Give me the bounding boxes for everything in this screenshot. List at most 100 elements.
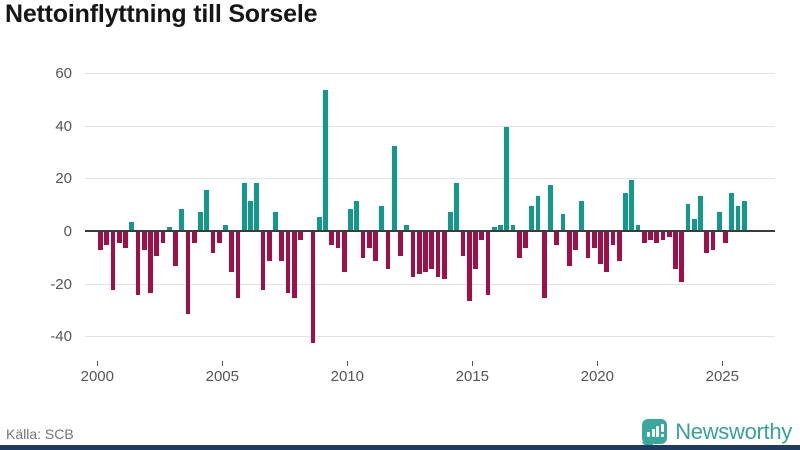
bar xyxy=(104,232,110,246)
bar xyxy=(491,227,497,230)
bar xyxy=(129,222,135,230)
gridline xyxy=(85,72,775,74)
bar xyxy=(635,224,641,230)
bar xyxy=(354,201,360,230)
bar xyxy=(666,232,672,238)
bar xyxy=(179,208,185,230)
bar xyxy=(660,232,666,240)
bar xyxy=(385,232,391,269)
bar xyxy=(516,232,522,259)
bar xyxy=(210,232,216,254)
bar xyxy=(604,232,610,272)
bar xyxy=(160,232,166,243)
bar xyxy=(448,211,453,230)
x-tick xyxy=(222,361,224,366)
bar xyxy=(223,224,228,230)
bar xyxy=(379,206,385,230)
bar xyxy=(473,232,478,269)
bar xyxy=(341,232,347,272)
bar xyxy=(616,232,622,261)
x-tick xyxy=(347,361,349,366)
x-tick-label: 2010 xyxy=(330,368,364,385)
source-label: Källa: SCB xyxy=(6,426,74,442)
bar xyxy=(691,219,697,230)
bar xyxy=(204,190,210,230)
bar xyxy=(541,232,547,298)
bar xyxy=(566,232,572,267)
y-tick-label: 40 xyxy=(55,117,72,135)
bar xyxy=(735,206,741,230)
bar xyxy=(404,224,410,230)
x-tick xyxy=(597,361,599,366)
bar xyxy=(435,232,441,277)
x-tick-label: 2005 xyxy=(205,368,239,385)
bar xyxy=(741,201,747,230)
bar xyxy=(423,232,428,272)
bar xyxy=(460,232,466,256)
bar xyxy=(504,127,510,230)
gridline xyxy=(85,178,775,180)
bar xyxy=(629,179,635,230)
y-tick-label: 0 xyxy=(63,223,72,240)
bar xyxy=(673,232,678,269)
x-tick-label: 2025 xyxy=(705,368,739,385)
bar xyxy=(466,232,472,301)
bar xyxy=(479,232,485,240)
bar xyxy=(273,211,278,230)
bar xyxy=(441,232,447,280)
bar xyxy=(323,90,328,230)
x-tick xyxy=(97,361,99,366)
bar xyxy=(235,232,241,298)
footer-accent-bar xyxy=(0,445,800,450)
bar xyxy=(498,224,503,230)
bar xyxy=(704,232,710,254)
bar xyxy=(585,232,591,259)
bar xyxy=(248,201,253,230)
bar xyxy=(216,232,222,243)
y-tick-label: 60 xyxy=(55,64,72,82)
bar xyxy=(329,232,335,246)
bar xyxy=(316,216,322,230)
bar xyxy=(698,195,703,230)
bar xyxy=(154,232,160,256)
bar xyxy=(554,232,560,246)
bar xyxy=(291,232,297,298)
bar xyxy=(579,201,585,230)
y-tick-label: -20 xyxy=(50,275,72,293)
bar xyxy=(229,232,235,272)
bar xyxy=(266,232,272,261)
bar xyxy=(360,232,366,259)
bar xyxy=(98,232,103,251)
bar xyxy=(623,193,628,230)
gridline xyxy=(85,125,775,127)
bar xyxy=(535,195,541,230)
x-tick-label: 2020 xyxy=(580,368,614,385)
bar xyxy=(529,206,535,230)
bar xyxy=(523,232,528,248)
newsworthy-logo[interactable]: Newsworthy xyxy=(642,415,792,449)
bar xyxy=(548,185,553,230)
bar xyxy=(148,232,153,293)
bar xyxy=(310,232,316,343)
gridline xyxy=(85,283,775,285)
bar xyxy=(716,211,722,230)
bar xyxy=(485,232,491,296)
bar xyxy=(191,232,197,243)
x-tick xyxy=(722,361,724,366)
y-tick-label: 20 xyxy=(55,170,72,188)
bar xyxy=(254,182,260,230)
bar xyxy=(510,224,516,230)
x-tick-label: 2000 xyxy=(80,368,114,385)
bar xyxy=(173,232,178,267)
bar xyxy=(398,232,403,256)
brand-wordmark: Newsworthy xyxy=(675,418,792,444)
bar xyxy=(279,232,285,261)
bar xyxy=(679,232,685,283)
bar xyxy=(573,232,578,251)
bar xyxy=(654,232,660,243)
bar xyxy=(410,232,416,277)
bar xyxy=(429,232,435,269)
bar xyxy=(285,232,291,293)
bar xyxy=(685,203,691,230)
